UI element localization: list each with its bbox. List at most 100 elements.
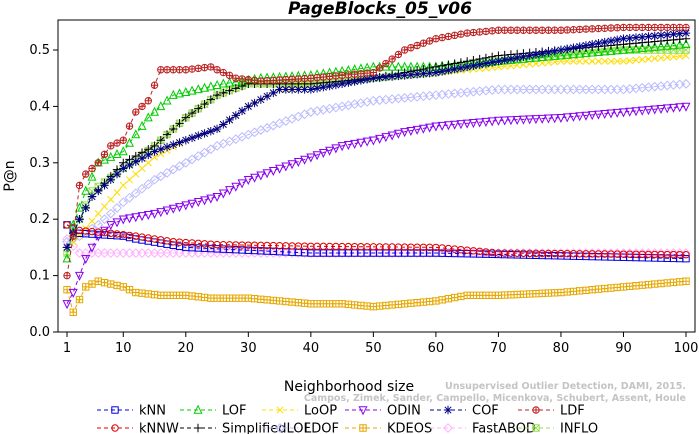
- series-point-ldf: [325, 72, 334, 81]
- series-point-cof: [675, 29, 684, 38]
- series-point-kdeos: [632, 282, 640, 290]
- series-point-fastabod: [681, 248, 691, 258]
- x-tick-label: 50: [365, 341, 382, 356]
- series-point-kdeos: [175, 291, 184, 300]
- series-point-cof: [550, 46, 559, 56]
- series-point-lof: [206, 81, 216, 91]
- series-point-cof: [581, 41, 591, 50]
- series-point-loop: [88, 217, 96, 225]
- series-point-loop: [663, 53, 671, 61]
- watermark-line: Unsupervised Outlier Detection, DAMI, 20…: [445, 381, 686, 392]
- series-point-cof: [525, 51, 534, 60]
- legend-marker: [532, 406, 540, 414]
- series-point-kdeos: [325, 300, 334, 308]
- series-point-loop: [144, 159, 152, 167]
- series-point-lof: [537, 52, 547, 62]
- series-point-kdeos: [400, 300, 409, 308]
- series-point-kdeos: [275, 297, 284, 305]
- series-point-ldf: [188, 65, 196, 73]
- x-tick-label: 80: [553, 341, 570, 356]
- series-point-ldf: [250, 76, 259, 84]
- series-point-odin: [381, 133, 391, 143]
- series-point-ldf: [500, 26, 509, 34]
- series-point-lof: [581, 48, 591, 58]
- series-point-odin: [93, 232, 103, 242]
- series-point-lof: [168, 89, 178, 99]
- series-point-cof: [256, 95, 266, 104]
- series-point-ldf: [394, 50, 403, 59]
- series-point-kdeos: [157, 291, 165, 300]
- series-point-ldf: [263, 77, 271, 85]
- legend-item-inflo: INFLO: [518, 422, 598, 434]
- series-point-odin: [268, 166, 278, 177]
- series-point-ldf: [144, 97, 152, 105]
- series-point-cof: [269, 88, 278, 98]
- series-point-lof: [175, 88, 185, 98]
- series-point-cof: [469, 61, 478, 70]
- series-point-kdeos: [250, 295, 259, 303]
- series-point-kdeos: [100, 278, 109, 287]
- series-point-lof: [643, 42, 653, 52]
- series-point-kdeos: [144, 290, 152, 298]
- series-point-odin: [656, 104, 666, 114]
- series-point-kdeos: [513, 290, 521, 299]
- series-point-ldf: [150, 81, 159, 89]
- series-point-odin: [575, 112, 585, 122]
- series-point-odin: [593, 110, 603, 120]
- series-point-kdeos: [607, 284, 615, 292]
- series-point-odin: [393, 129, 403, 139]
- series-point-cof: [638, 32, 647, 42]
- series-point-cof: [300, 85, 309, 94]
- x-tick-label: 90: [615, 341, 632, 356]
- series-point-cof: [594, 39, 603, 48]
- series-point-odin: [675, 103, 685, 113]
- series-point-cof: [119, 164, 128, 173]
- series-point-loop: [576, 57, 584, 65]
- series-point-ldf: [482, 27, 490, 36]
- series-point-ldf: [413, 41, 421, 50]
- legend-marker: [275, 423, 285, 433]
- series-point-odin: [450, 120, 460, 130]
- series-point-ldf: [676, 23, 684, 32]
- series-point-ldf: [382, 59, 390, 68]
- series-point-cof: [487, 58, 497, 67]
- series-point-loop: [594, 57, 603, 65]
- series-point-loop: [632, 56, 640, 64]
- series-point-kdeos: [375, 302, 384, 310]
- series-point-kdeos: [425, 297, 434, 306]
- series-point-cof: [537, 49, 547, 58]
- series-point-lof: [162, 95, 172, 105]
- series-point-loop: [588, 57, 596, 65]
- series-point-ldf: [444, 32, 453, 41]
- series-point-odin: [462, 119, 472, 129]
- series-point-kdeos: [257, 295, 265, 303]
- series-point-odin: [106, 221, 116, 231]
- series-point-odin: [518, 115, 528, 125]
- series-point-odin: [343, 141, 353, 151]
- series-point-ldf: [651, 23, 659, 32]
- series-point-odin: [425, 123, 435, 133]
- series-point-ldof: [87, 223, 97, 234]
- series-point-ldf: [69, 232, 77, 240]
- series-point-cof: [606, 36, 616, 46]
- chart-title: PageBlocks_05_v06: [288, 0, 472, 19]
- series-point-kdeos: [544, 289, 553, 297]
- series-point-kdeos: [500, 291, 509, 299]
- series-point-kdeos: [307, 300, 315, 308]
- series-point-cof: [563, 44, 572, 54]
- series-point-kdeos: [507, 291, 515, 299]
- series-point-odin: [200, 196, 210, 206]
- series-point-kdeos: [457, 292, 465, 301]
- series-point-kdeos: [444, 295, 453, 303]
- series-point-odin: [493, 116, 503, 126]
- series-point-ldf: [582, 25, 590, 33]
- legend-item-simplifiedlof: SimplifiedLOF: [180, 422, 311, 434]
- series-point-lof: [668, 40, 679, 50]
- series-point-odin: [312, 151, 322, 161]
- legend-item-cof: COF: [430, 404, 499, 419]
- y-axis-label: P@n: [2, 160, 18, 191]
- series-point-kdeos: [469, 291, 478, 300]
- legend-label: LDOF: [304, 422, 339, 434]
- series-point-kdeos: [219, 294, 228, 302]
- series-point-cof: [81, 203, 90, 213]
